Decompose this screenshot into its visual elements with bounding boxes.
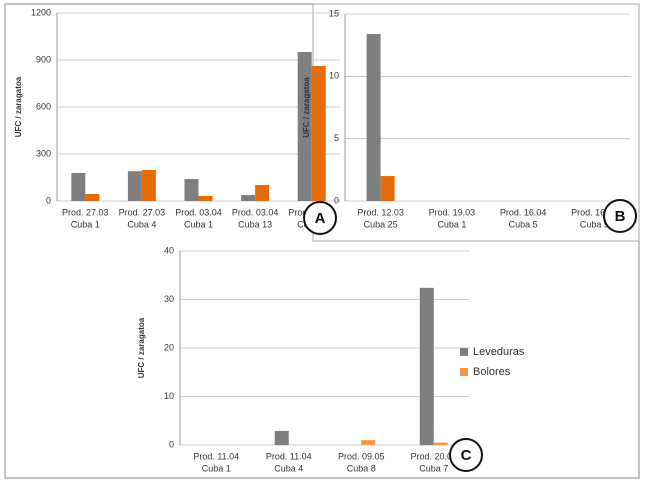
x-tick-label: Cuba 1 bbox=[71, 219, 100, 229]
panel-badge bbox=[603, 199, 637, 233]
bar bbox=[311, 65, 326, 201]
bar bbox=[255, 185, 270, 201]
x-tick-label: Cuba 13 bbox=[238, 219, 272, 229]
y-tick-label: 1200 bbox=[31, 7, 51, 17]
x-tick-label: Cuba 4 bbox=[127, 219, 156, 229]
panel-label: C bbox=[461, 447, 472, 464]
x-tick-label: Prod. 03.04 bbox=[175, 207, 222, 217]
y-tick-label: 0 bbox=[46, 195, 51, 205]
x-tick-label: Cuba 1 bbox=[437, 219, 466, 229]
bar bbox=[127, 171, 142, 201]
x-tick-label: Cuba 25 bbox=[364, 219, 398, 229]
bar bbox=[361, 440, 376, 445]
bar bbox=[71, 172, 86, 201]
panel-label: A bbox=[315, 210, 326, 227]
x-tick-label: Cuba 8 bbox=[347, 463, 376, 473]
x-tick-label: Prod. 27.03 bbox=[62, 207, 109, 217]
panel-badge bbox=[303, 201, 337, 235]
legend-swatch bbox=[460, 348, 468, 356]
legend-swatch bbox=[460, 368, 468, 376]
x-tick-label: Prod. 19.03 bbox=[429, 207, 476, 217]
x-tick-label: Cuba 1 bbox=[184, 219, 213, 229]
y-tick-label: 15 bbox=[329, 8, 339, 18]
bar bbox=[198, 195, 213, 201]
x-tick-label: Prod. 11.04 bbox=[266, 451, 312, 461]
bar bbox=[297, 52, 312, 202]
x-tick-label: Prod. 27.03 bbox=[119, 207, 166, 217]
bar bbox=[366, 33, 381, 201]
x-tick-label: Cuba 7 bbox=[419, 463, 448, 473]
panel-label: B bbox=[615, 208, 626, 225]
x-tick-label: Prod. 16.04 bbox=[500, 207, 547, 217]
y-tick-label: 900 bbox=[36, 54, 51, 64]
x-tick-label: Prod. 20.05 bbox=[410, 451, 457, 461]
y-tick-label: 20 bbox=[164, 342, 174, 352]
bar bbox=[433, 442, 448, 445]
y-tick-label: 0 bbox=[334, 195, 339, 205]
y-tick-label: 30 bbox=[164, 294, 174, 304]
bar bbox=[274, 430, 289, 445]
x-tick-label: Prod. 12.03 bbox=[357, 207, 404, 217]
legend-label: Bolores bbox=[473, 366, 511, 378]
y-tick-label: 300 bbox=[36, 148, 51, 158]
x-tick-label: Prod. 09.05 bbox=[338, 451, 385, 461]
y-axis-label: UFC / zaragatoa bbox=[137, 317, 146, 378]
bar bbox=[184, 179, 199, 201]
x-tick-label: Cuba 9 bbox=[580, 219, 609, 229]
bar bbox=[85, 193, 100, 201]
y-tick-label: 5 bbox=[334, 133, 339, 143]
y-tick-label: 0 bbox=[169, 439, 174, 449]
x-tick-label: Prod. 03.04 bbox=[232, 207, 279, 217]
bar bbox=[380, 176, 395, 201]
panel-badge bbox=[449, 438, 483, 472]
bar bbox=[141, 169, 156, 201]
bar bbox=[419, 287, 434, 445]
x-tick-label: Prod. 16.04 bbox=[571, 207, 618, 217]
y-tick-label: 40 bbox=[164, 245, 174, 255]
y-tick-label: 10 bbox=[164, 391, 174, 401]
x-tick-label: Cuba 4 bbox=[274, 463, 303, 473]
legend-label: Leveduras bbox=[473, 346, 525, 358]
bar bbox=[241, 195, 256, 201]
x-tick-label: Cuba 5 bbox=[509, 219, 538, 229]
panel-b-border bbox=[312, 3, 640, 242]
y-axis-label: UFC / zaragatoa bbox=[302, 77, 311, 138]
x-tick-label: Prod. 11.04 bbox=[193, 451, 239, 461]
y-axis-label: UFC / zaragatoa bbox=[14, 76, 23, 137]
x-tick-label: Cuba 1 bbox=[202, 463, 231, 473]
y-tick-label: 10 bbox=[329, 71, 339, 81]
y-tick-label: 600 bbox=[36, 101, 51, 111]
